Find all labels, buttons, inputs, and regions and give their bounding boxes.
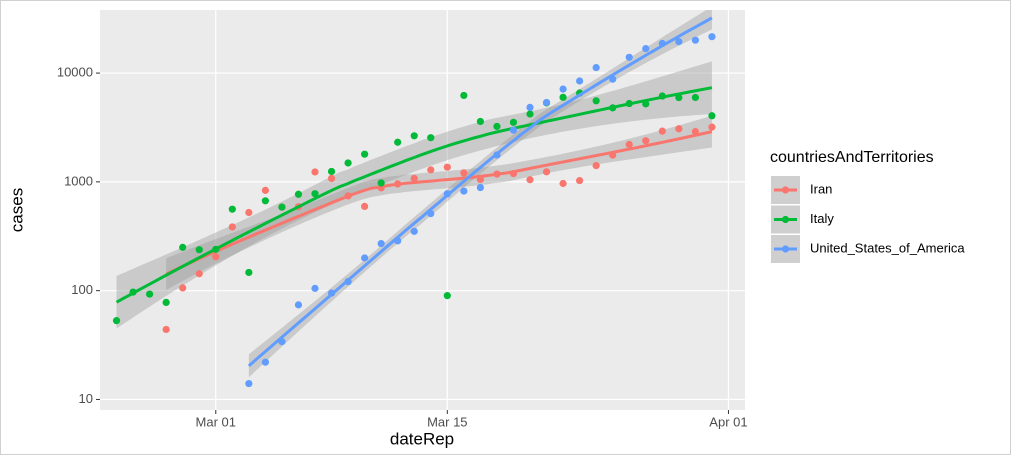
y-tick-label: 100 xyxy=(71,282,93,297)
point xyxy=(493,122,501,131)
point xyxy=(394,138,402,146)
point xyxy=(592,97,600,105)
point xyxy=(576,77,584,85)
point xyxy=(658,127,666,135)
legend-dot xyxy=(781,245,790,253)
point xyxy=(675,38,683,46)
point xyxy=(410,227,418,235)
point xyxy=(625,53,633,61)
point xyxy=(509,118,518,126)
point xyxy=(542,98,551,107)
legend-dot xyxy=(781,186,790,194)
point xyxy=(708,123,716,131)
point xyxy=(542,168,551,176)
point xyxy=(146,290,154,298)
point xyxy=(212,253,220,261)
point xyxy=(377,239,385,248)
smooth-line xyxy=(115,86,713,304)
point xyxy=(311,190,319,198)
point xyxy=(278,203,286,211)
point xyxy=(476,183,484,192)
point xyxy=(261,358,269,366)
confidence-band xyxy=(248,10,712,378)
smooth-line xyxy=(165,130,713,276)
y-axis-title: cases xyxy=(7,188,26,232)
point xyxy=(476,117,484,126)
y-tick-label: 10 xyxy=(79,391,93,406)
confidence-band xyxy=(116,61,712,329)
point xyxy=(460,169,468,177)
point xyxy=(675,125,683,133)
point xyxy=(443,292,451,300)
point xyxy=(162,298,170,307)
legend-label: Iran xyxy=(810,181,832,196)
point xyxy=(642,44,650,53)
point xyxy=(460,91,468,100)
x-tick-label: Mar 15 xyxy=(427,414,467,429)
point xyxy=(625,140,633,149)
panel xyxy=(100,10,745,410)
legend-label: Italy xyxy=(810,211,834,226)
x-axis-title: dateRep xyxy=(390,429,454,448)
point xyxy=(509,126,518,134)
point xyxy=(327,174,336,183)
point xyxy=(642,137,650,145)
point xyxy=(179,243,187,251)
legend-label: United_States_of_America xyxy=(810,240,965,255)
x-tick-label: Apr 01 xyxy=(709,414,747,429)
point xyxy=(460,187,468,195)
point xyxy=(162,325,170,334)
marks xyxy=(112,16,716,388)
point xyxy=(311,284,319,292)
point xyxy=(294,190,303,198)
legend-title: countriesAndTerritories xyxy=(770,149,934,166)
point xyxy=(559,179,567,188)
point xyxy=(592,162,600,170)
y-tick-label: 10000 xyxy=(57,65,93,80)
point xyxy=(261,186,269,194)
point xyxy=(377,179,385,187)
point xyxy=(443,163,451,171)
point xyxy=(112,317,121,325)
point xyxy=(526,110,534,118)
point xyxy=(559,93,567,101)
point xyxy=(228,223,236,231)
grid xyxy=(100,10,745,410)
point xyxy=(245,379,253,388)
point xyxy=(327,167,336,176)
point xyxy=(559,85,567,93)
point xyxy=(361,202,369,211)
legend-dot xyxy=(781,215,790,224)
point xyxy=(427,166,435,174)
point xyxy=(294,301,303,309)
point xyxy=(195,246,203,254)
point xyxy=(361,150,369,158)
y-tick-label: 1000 xyxy=(64,173,93,188)
point xyxy=(592,63,600,72)
point xyxy=(261,197,269,205)
point xyxy=(228,205,236,213)
point xyxy=(708,33,716,41)
point xyxy=(526,103,534,112)
point xyxy=(245,208,253,217)
point xyxy=(576,176,584,185)
point xyxy=(410,132,418,140)
point xyxy=(427,134,435,142)
point xyxy=(361,254,369,262)
point xyxy=(691,36,699,44)
point xyxy=(410,174,418,183)
point xyxy=(179,284,187,292)
point xyxy=(195,270,203,278)
axes: 10 100 1000 10000 Mar 01 Mar 15 Apr 01 xyxy=(57,65,748,430)
legend: Iran Italy United_States_of_America xyxy=(771,176,965,263)
point xyxy=(691,93,699,102)
point xyxy=(311,168,319,176)
point xyxy=(708,112,716,120)
point xyxy=(344,159,352,167)
point xyxy=(245,268,253,277)
point xyxy=(526,176,534,184)
smooth-line xyxy=(247,16,713,367)
x-tick-label: Mar 01 xyxy=(196,414,236,429)
